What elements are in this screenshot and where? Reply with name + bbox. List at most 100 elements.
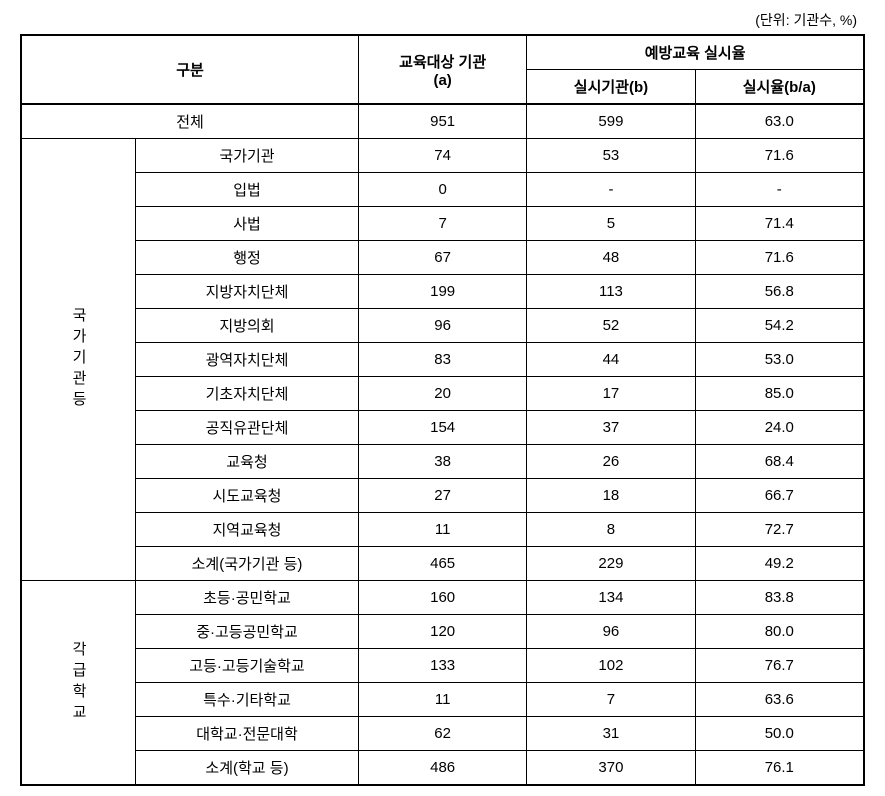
row-label: 소계(국가기관 등) — [136, 547, 359, 581]
table-cell: 52 — [527, 309, 695, 343]
table-cell: 38 — [359, 445, 527, 479]
table-cell: 53 — [527, 139, 695, 173]
table-row: 지역교육청11872.7 — [21, 513, 864, 547]
row-label: 지방자치단체 — [136, 275, 359, 309]
table-cell: 83 — [359, 343, 527, 377]
table-row: 지방의회965254.2 — [21, 309, 864, 343]
table-row: 기초자치단체201785.0 — [21, 377, 864, 411]
table-cell: 229 — [527, 547, 695, 581]
section-label: 국가기관등 — [21, 139, 136, 581]
row-label: 국가기관 — [136, 139, 359, 173]
table-cell: 96 — [527, 615, 695, 649]
header-exec-rate: 실시율(b/a) — [695, 70, 864, 105]
row-label: 행정 — [136, 241, 359, 275]
table-cell: 465 — [359, 547, 527, 581]
header-gubun: 구분 — [21, 35, 359, 104]
row-label: 입법 — [136, 173, 359, 207]
table-row: 소계(학교 등)48637076.1 — [21, 751, 864, 786]
table-cell: 71.4 — [695, 207, 864, 241]
row-label: 기초자치단체 — [136, 377, 359, 411]
table-row: 특수·기타학교11763.6 — [21, 683, 864, 717]
row-label: 지방의회 — [136, 309, 359, 343]
table-cell: 83.8 — [695, 581, 864, 615]
section-label: 각급학교 — [21, 581, 136, 786]
row-label: 교육청 — [136, 445, 359, 479]
table-cell: - — [695, 173, 864, 207]
table-cell: 113 — [527, 275, 695, 309]
table-row: 입법0-- — [21, 173, 864, 207]
table-cell: 18 — [527, 479, 695, 513]
table-cell: 68.4 — [695, 445, 864, 479]
table-row: 고등·고등기술학교13310276.7 — [21, 649, 864, 683]
table-cell: 50.0 — [695, 717, 864, 751]
table-row: 소계(국가기관 등)46522949.2 — [21, 547, 864, 581]
table-cell: 486 — [359, 751, 527, 786]
table-cell: 160 — [359, 581, 527, 615]
data-table: 구분 교육대상 기관 (a) 예방교육 실시율 실시기관(b) 실시율(b/a)… — [20, 34, 865, 786]
table-cell: 0 — [359, 173, 527, 207]
table-cell: 85.0 — [695, 377, 864, 411]
table-cell: 120 — [359, 615, 527, 649]
row-label: 광역자치단체 — [136, 343, 359, 377]
row-label: 지역교육청 — [136, 513, 359, 547]
table-cell: 62 — [359, 717, 527, 751]
table-cell: 67 — [359, 241, 527, 275]
row-label: 전체 — [21, 104, 359, 139]
table-cell: 74 — [359, 139, 527, 173]
row-label: 공직유관단체 — [136, 411, 359, 445]
table-cell: 11 — [359, 513, 527, 547]
unit-label: (단위: 기관수, %) — [20, 10, 865, 30]
row-label: 중·고등공민학교 — [136, 615, 359, 649]
table-row: 시도교육청271866.7 — [21, 479, 864, 513]
table-cell: 53.0 — [695, 343, 864, 377]
header-prevention: 예방교육 실시율 — [527, 35, 864, 70]
table-row: 행정674871.6 — [21, 241, 864, 275]
table-cell: 24.0 — [695, 411, 864, 445]
table-row: 국가기관등국가기관745371.6 — [21, 139, 864, 173]
table-cell: 56.8 — [695, 275, 864, 309]
table-cell: 17 — [527, 377, 695, 411]
table-cell: 80.0 — [695, 615, 864, 649]
table-cell: 102 — [527, 649, 695, 683]
table-cell: 37 — [527, 411, 695, 445]
row-label: 고등·고등기술학교 — [136, 649, 359, 683]
table-cell: 48 — [527, 241, 695, 275]
table-cell: 31 — [527, 717, 695, 751]
table-cell: 71.6 — [695, 241, 864, 275]
table-row: 공직유관단체1543724.0 — [21, 411, 864, 445]
table-cell: 370 — [527, 751, 695, 786]
row-label: 특수·기타학교 — [136, 683, 359, 717]
table-cell: 8 — [527, 513, 695, 547]
table-cell: 199 — [359, 275, 527, 309]
table-cell: 154 — [359, 411, 527, 445]
table-row: 중·고등공민학교1209680.0 — [21, 615, 864, 649]
table-cell: 599 — [527, 104, 695, 139]
table-cell: 27 — [359, 479, 527, 513]
table-cell: 54.2 — [695, 309, 864, 343]
table-cell: 63.6 — [695, 683, 864, 717]
table-cell: 66.7 — [695, 479, 864, 513]
row-label: 시도교육청 — [136, 479, 359, 513]
table-row: 각급학교초등·공민학교16013483.8 — [21, 581, 864, 615]
table-cell: 71.6 — [695, 139, 864, 173]
table-row: 대학교·전문대학623150.0 — [21, 717, 864, 751]
row-label: 대학교·전문대학 — [136, 717, 359, 751]
table-cell: 5 — [527, 207, 695, 241]
table-cell: 133 — [359, 649, 527, 683]
table-cell: 72.7 — [695, 513, 864, 547]
table-cell: 26 — [527, 445, 695, 479]
table-cell: 63.0 — [695, 104, 864, 139]
table-cell: 134 — [527, 581, 695, 615]
table-cell: 7 — [359, 207, 527, 241]
row-label: 소계(학교 등) — [136, 751, 359, 786]
table-row: 지방자치단체19911356.8 — [21, 275, 864, 309]
row-label: 초등·공민학교 — [136, 581, 359, 615]
table-row: 사법7571.4 — [21, 207, 864, 241]
table-cell: 96 — [359, 309, 527, 343]
table-cell: 49.2 — [695, 547, 864, 581]
header-target: 교육대상 기관 (a) — [359, 35, 527, 104]
header-exec-org: 실시기관(b) — [527, 70, 695, 105]
table-cell: - — [527, 173, 695, 207]
table-cell: 7 — [527, 683, 695, 717]
table-cell: 951 — [359, 104, 527, 139]
